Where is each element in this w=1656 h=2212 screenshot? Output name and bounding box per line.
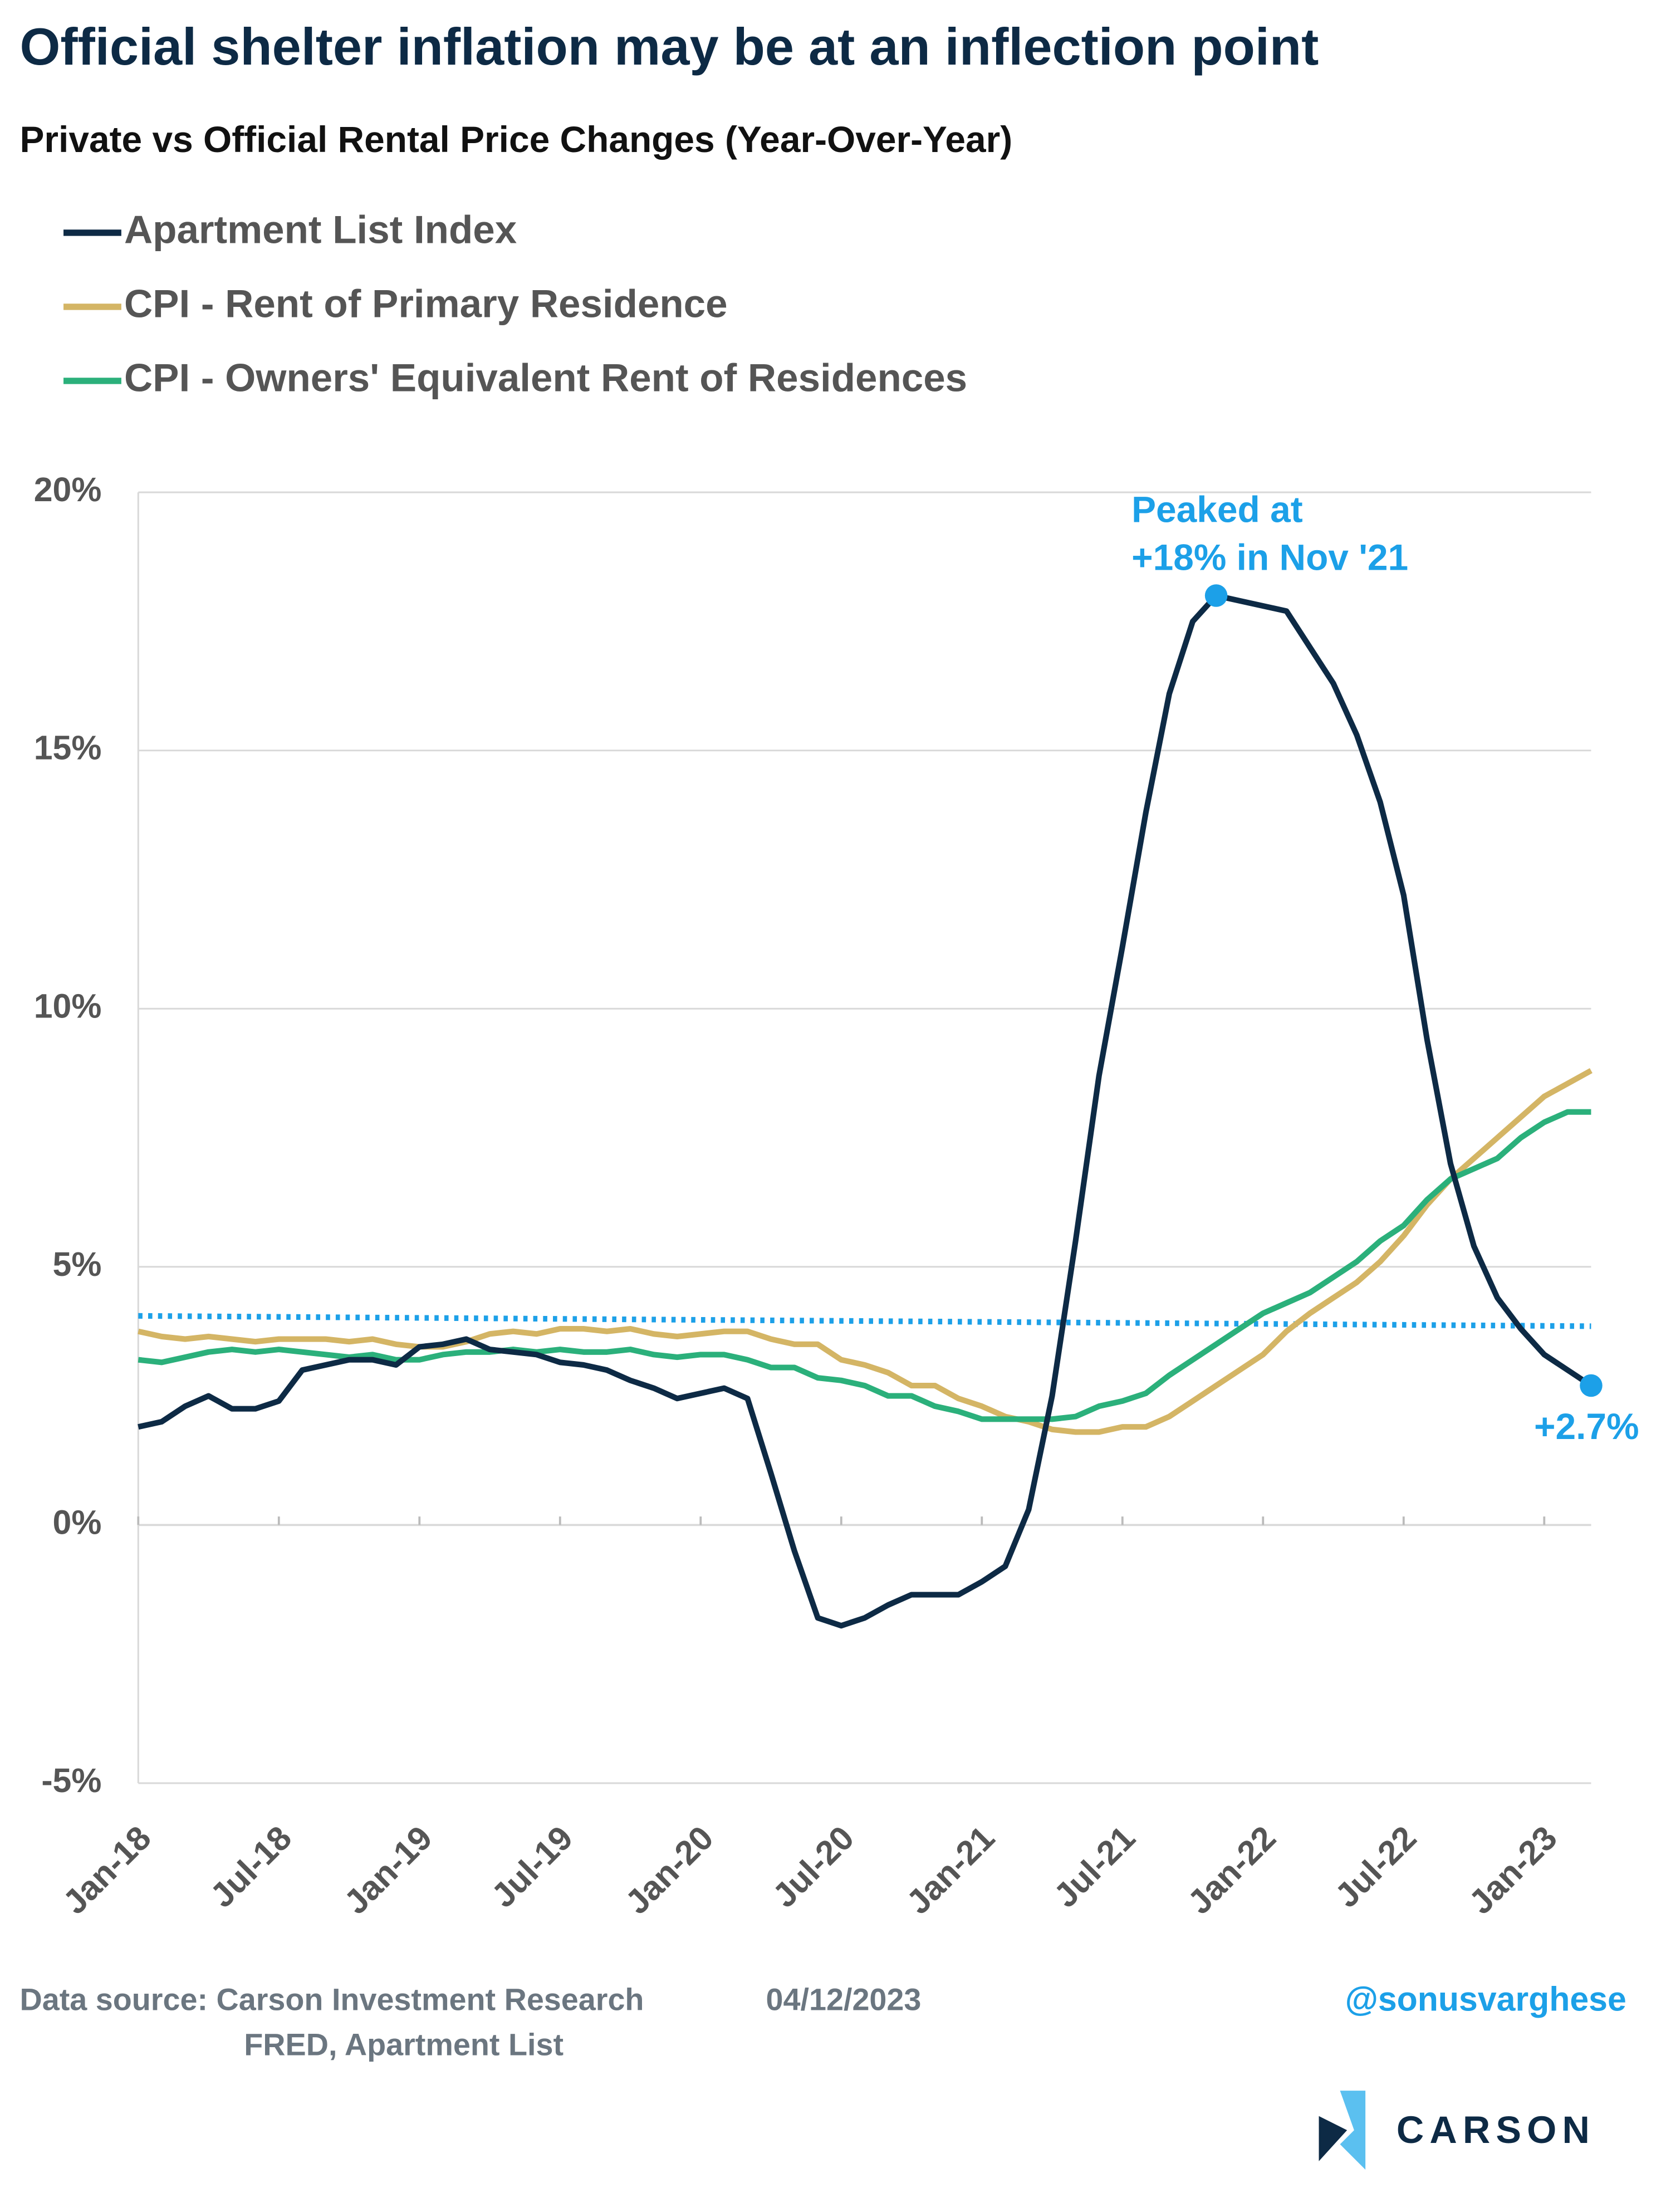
source: Data source: Carson Investment Research bbox=[19, 1982, 644, 2017]
legend-label: CPI - Owners' Equivalent Rent of Residen… bbox=[124, 356, 967, 400]
series-line bbox=[138, 593, 1593, 1629]
annotation-text: Peaked at bbox=[1131, 488, 1303, 530]
y-tick-label: 10% bbox=[34, 987, 102, 1025]
annotation-dot bbox=[1204, 584, 1228, 607]
y-tick-label: 15% bbox=[34, 729, 102, 767]
logo-mark bbox=[1340, 2091, 1366, 2170]
series-line bbox=[138, 1068, 1593, 1435]
annotation-dot bbox=[1580, 1374, 1603, 1397]
y-tick-label: 0% bbox=[53, 1503, 102, 1541]
chart-title: Official shelter inflation may be at an … bbox=[19, 17, 1319, 76]
y-tick-label: 20% bbox=[34, 471, 102, 508]
y-tick-label: 5% bbox=[53, 1245, 102, 1283]
annotation-text: +18% in Nov '21 bbox=[1131, 537, 1408, 578]
y-tick-label: -5% bbox=[41, 1761, 101, 1799]
source: FRED, Apartment List bbox=[244, 2027, 564, 2062]
legend-label: CPI - Rent of Primary Residence bbox=[124, 282, 728, 326]
date: 04/12/2023 bbox=[766, 1982, 922, 2017]
annotation-text: +2.7% bbox=[1534, 1406, 1639, 1447]
handle: @sonusvarghese bbox=[1345, 1980, 1626, 2018]
legend-label: Apartment List Index bbox=[124, 208, 517, 252]
chart-subtitle: Private vs Official Rental Price Changes… bbox=[19, 119, 1012, 160]
logo-mark bbox=[1319, 2116, 1348, 2161]
series-line bbox=[138, 1109, 1591, 1422]
logo: CARSON bbox=[1397, 2109, 1595, 2151]
